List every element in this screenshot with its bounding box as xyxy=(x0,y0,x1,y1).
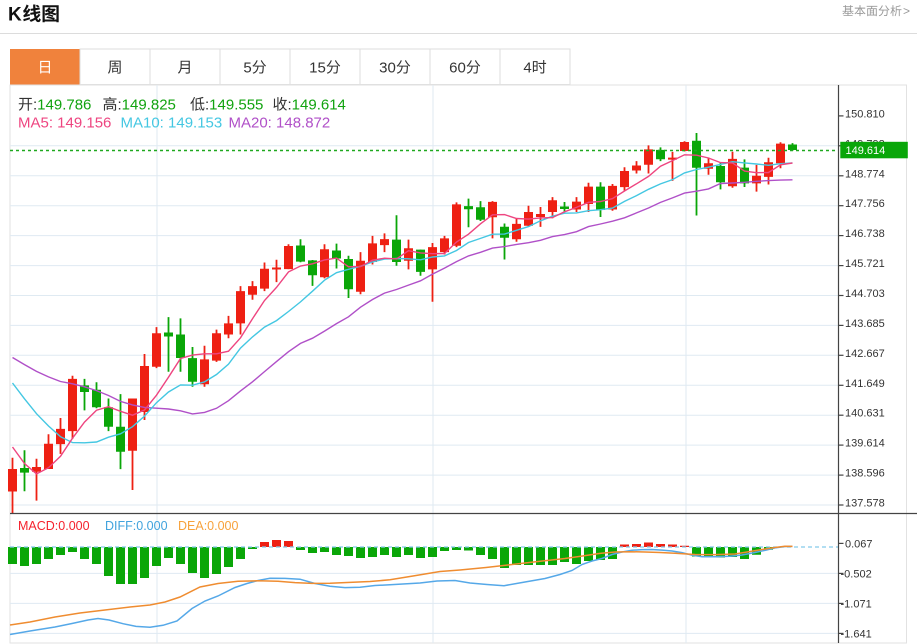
svg-text:MA10: 149.153: MA10: 149.153 xyxy=(121,115,223,132)
svg-text:5: 5 xyxy=(318,60,326,77)
svg-text:-1.071: -1.071 xyxy=(841,599,872,611)
svg-text:140.631: 140.631 xyxy=(845,408,885,420)
svg-text:139.614: 139.614 xyxy=(845,438,885,450)
svg-text::149.614: :149.614 xyxy=(288,97,346,114)
svg-text::149.786: :149.786 xyxy=(33,97,91,114)
svg-text:148.774: 148.774 xyxy=(845,168,885,180)
svg-text:3: 3 xyxy=(379,60,387,77)
svg-text:MA20: 148.872: MA20: 148.872 xyxy=(229,115,331,132)
svg-text:DIFF:0.000: DIFF:0.000 xyxy=(105,519,168,533)
svg-text:149.614: 149.614 xyxy=(846,145,886,157)
svg-text:K: K xyxy=(8,5,22,26)
svg-text:146.738: 146.738 xyxy=(845,228,885,240)
svg-text:MA5: 149.156: MA5: 149.156 xyxy=(18,115,111,132)
svg-text:DEA:0.000: DEA:0.000 xyxy=(178,519,239,533)
svg-text::149.825: :149.825 xyxy=(118,97,176,114)
svg-text:-0.502: -0.502 xyxy=(841,569,872,581)
svg-text:138.596: 138.596 xyxy=(845,468,885,480)
svg-text:0: 0 xyxy=(458,60,466,77)
svg-text:MACD:0.000: MACD:0.000 xyxy=(18,519,90,533)
svg-text:142.667: 142.667 xyxy=(845,348,885,360)
svg-text:147.756: 147.756 xyxy=(845,198,885,210)
svg-text:6: 6 xyxy=(449,60,457,77)
svg-text:141.649: 141.649 xyxy=(845,378,885,390)
svg-text:137.578: 137.578 xyxy=(845,498,885,510)
svg-text:143.685: 143.685 xyxy=(845,318,885,330)
svg-text:150.810: 150.810 xyxy=(845,108,885,120)
svg-text:5: 5 xyxy=(243,60,251,77)
svg-text:>: > xyxy=(903,4,910,18)
svg-text::149.555: :149.555 xyxy=(205,97,263,114)
svg-text:144.703: 144.703 xyxy=(845,288,885,300)
svg-text:0: 0 xyxy=(388,60,396,77)
svg-text:145.721: 145.721 xyxy=(845,258,885,270)
svg-text:-1.641: -1.641 xyxy=(841,629,872,641)
svg-text:4: 4 xyxy=(523,60,531,77)
svg-text:1: 1 xyxy=(309,60,317,77)
svg-text:0.067: 0.067 xyxy=(845,539,873,551)
